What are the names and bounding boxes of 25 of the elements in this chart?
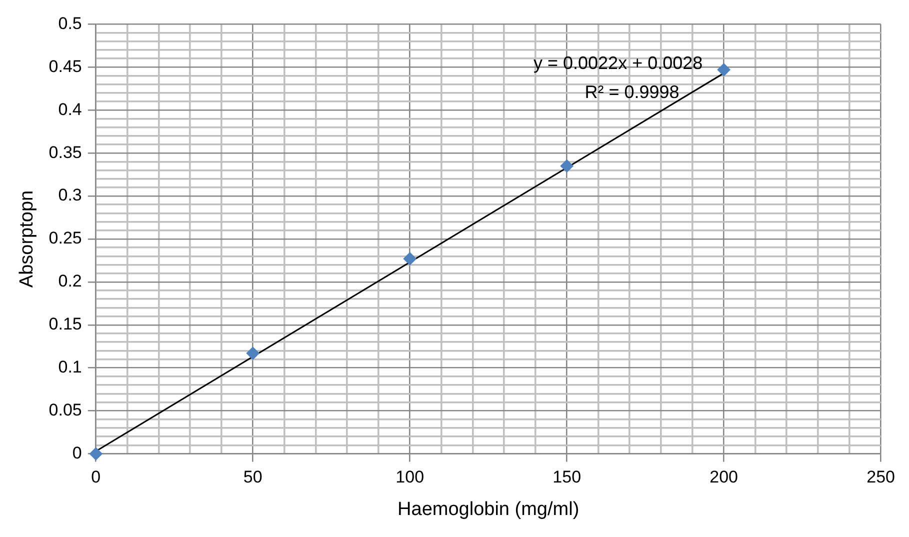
- y-axis-title: Absorptopn: [16, 190, 38, 288]
- x-tick-label: 200: [710, 468, 738, 487]
- y-tick-label: 0.05: [48, 400, 82, 420]
- x-tick-label: 100: [396, 468, 424, 487]
- y-tick-label: 0.25: [48, 228, 82, 248]
- y-tick-label: 0.15: [48, 314, 82, 334]
- point: [560, 159, 574, 172]
- point: [717, 63, 730, 76]
- annotation: y = 0.0022x + 0.0028: [534, 53, 703, 74]
- y-tick-label: 0.1: [58, 358, 82, 377]
- y-tick-label: 0.5: [58, 14, 82, 33]
- y-tick-label: 0: [72, 443, 82, 462]
- y-tick-label: 0.35: [48, 142, 82, 162]
- x-tick-label: 50: [243, 468, 262, 487]
- y-tick-label: 0.3: [58, 186, 82, 205]
- x-tick-label: 150: [552, 468, 582, 487]
- y-tick-label: 0.2: [58, 272, 82, 291]
- y-tick-label: 0.4: [58, 100, 82, 119]
- annotation: R² = 0.9998: [584, 82, 680, 102]
- x-tick-label: 0: [91, 468, 101, 487]
- x-axis-title: Haemoglobin (mg/ml): [398, 498, 580, 520]
- point: [403, 252, 416, 266]
- x-tick-label: 250: [866, 468, 896, 487]
- point: [246, 346, 260, 360]
- y-tick-label: 0.45: [48, 56, 82, 76]
